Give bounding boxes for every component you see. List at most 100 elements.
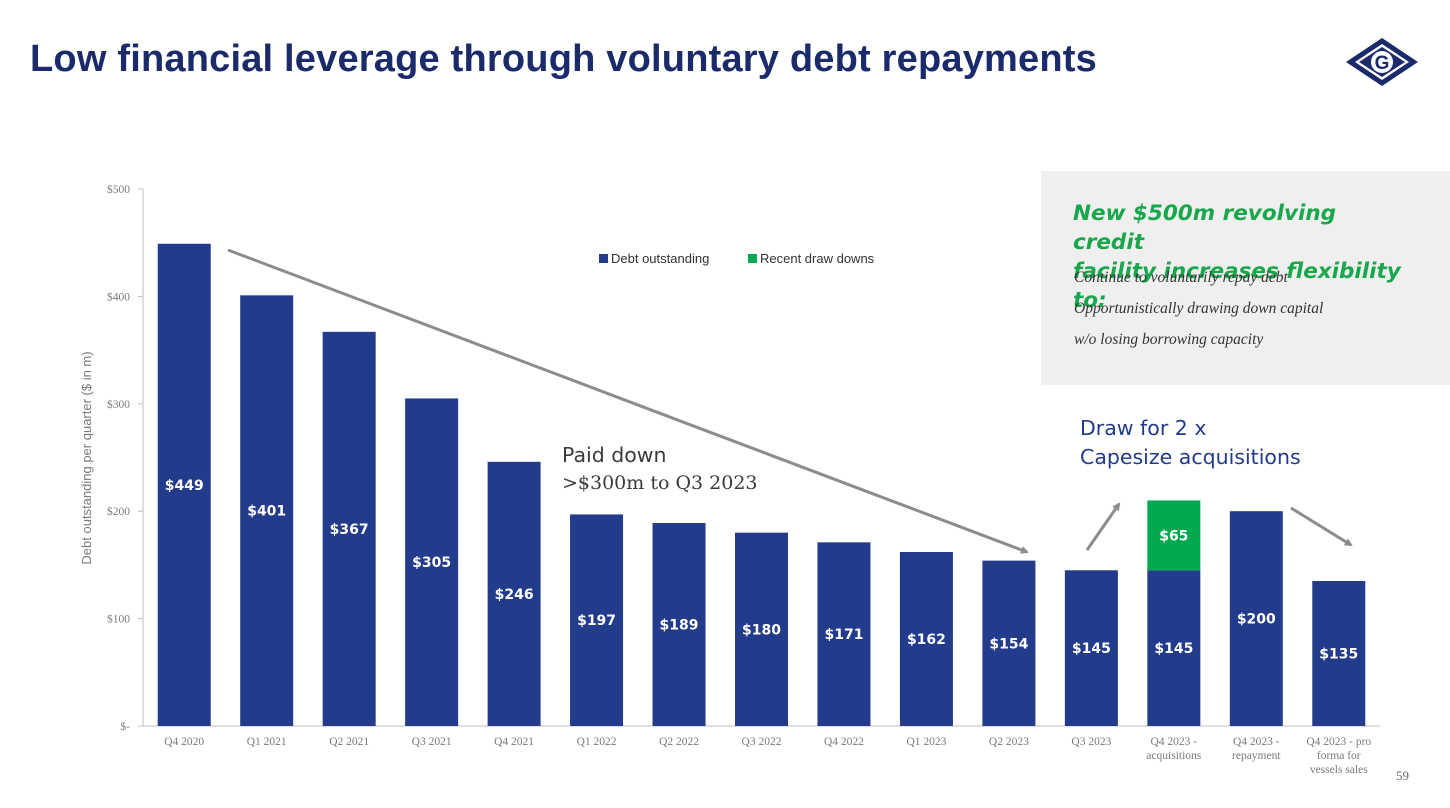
legend-label: Recent draw downs xyxy=(760,251,875,266)
data-label-draw-down: $65 xyxy=(1159,528,1188,544)
bar-debt-outstanding xyxy=(322,331,376,726)
legend-swatch xyxy=(748,254,757,263)
y-axis-title: Debt outstanding per quarter ($ in m) xyxy=(79,351,94,564)
x-axis-labels: Q4 2020 Q1 2021 Q2 2021 Q3 2021 Q4 2021 Q1 20… xyxy=(164,736,1371,776)
bar-debt-outstanding xyxy=(1147,570,1201,726)
draw-annotation-line-1: Draw for 2 x xyxy=(1080,416,1207,440)
x-tick-label: Q4 2021 xyxy=(494,736,534,748)
x-tick-label: Q3 2022 xyxy=(742,736,782,748)
bar-debt-outstanding xyxy=(817,542,871,726)
data-label-debt: $154 xyxy=(989,636,1028,652)
legend: Debt outstanding Recent draw downs xyxy=(599,251,875,266)
x-tick-label: Q4 2020 xyxy=(164,736,204,748)
x-tick-label: Q1 2023 xyxy=(906,736,946,748)
data-label-debt: $180 xyxy=(742,622,781,638)
data-label-debt: $200 xyxy=(1237,612,1276,628)
callout-headline: New $500m revolving credit facility incr… xyxy=(1073,199,1413,315)
x-tick-label: Q3 2023 xyxy=(1071,736,1111,748)
bar-debt-outstanding xyxy=(1064,570,1118,726)
x-tick-label-line: Q4 2021 xyxy=(494,736,534,748)
x-tick-label-line: vessels sales xyxy=(1310,764,1368,776)
x-tick-label: Q3 2021 xyxy=(412,736,452,748)
x-tick-label: Q4 2023 - acquisitions xyxy=(1146,736,1201,762)
x-tick-label: Q1 2022 xyxy=(577,736,617,748)
bar-debt-outstanding xyxy=(1312,581,1366,726)
bar-debt-outstanding xyxy=(1229,511,1283,726)
x-tick-label: Q4 2023 - pro forma for vessels sales xyxy=(1306,736,1371,776)
paid-down-subtitle: >$300m to Q3 2023 xyxy=(562,472,758,494)
x-tick-label-line: Q4 2023 - xyxy=(1151,736,1198,748)
bar-debt-outstanding xyxy=(982,560,1036,726)
y-tick-label: $400 xyxy=(107,290,130,303)
draw-annotation-line-2: Capesize acquisitions xyxy=(1080,445,1301,469)
x-tick-label-line: Q3 2022 xyxy=(742,736,782,748)
y-tick-label: $200 xyxy=(107,505,130,518)
callout-bullet: Opportunistically drawing down capital xyxy=(1074,300,1324,317)
bar-debt-outstanding xyxy=(405,398,459,726)
x-tick-label-line: Q4 2020 xyxy=(164,736,204,748)
page-number: 59 xyxy=(1396,768,1409,783)
y-tick-label: $500 xyxy=(107,183,130,196)
bar-debt-outstanding xyxy=(240,295,294,726)
y-tick-label: $- xyxy=(120,720,130,733)
callout-bullet: w/o losing borrowing capacity xyxy=(1074,331,1264,348)
x-tick-label-line: acquisitions xyxy=(1146,750,1201,762)
x-tick-label-line: repayment xyxy=(1232,750,1281,762)
bar-debt-outstanding xyxy=(157,243,211,727)
data-label-debt: $246 xyxy=(495,587,534,603)
data-label-debt: $305 xyxy=(412,555,451,571)
trend-arrow-paid-down xyxy=(227,248,1029,554)
bar-debt-outstanding xyxy=(735,532,788,726)
x-tick-label: Q2 2023 xyxy=(989,736,1029,748)
bar-debt-outstanding xyxy=(487,461,541,726)
callout-bullet: Continue to voluntarily repay debt xyxy=(1074,269,1288,286)
arrow-draw-down xyxy=(1085,502,1121,551)
data-label-debt: $162 xyxy=(907,632,946,648)
company-logo-icon: G xyxy=(1346,38,1418,86)
x-tick-label-line: Q4 2023 - xyxy=(1233,736,1280,748)
bar-debt-outstanding xyxy=(570,514,624,726)
revolving-credit-callout: New $500m revolving credit facility incr… xyxy=(1041,171,1450,385)
x-tick-label: Q2 2022 xyxy=(659,736,699,748)
x-tick-label: Q4 2022 xyxy=(824,736,864,748)
callout-headline-line-1: New $500m revolving credit xyxy=(1073,201,1337,255)
bar-debt-outstanding xyxy=(899,552,953,726)
bar-recent-draw-down xyxy=(1147,500,1201,571)
x-tick-label-line: Q3 2021 xyxy=(412,736,452,748)
data-label-debt: $189 xyxy=(660,618,699,634)
x-tick-label: Q2 2021 xyxy=(329,736,369,748)
data-label-debt: $367 xyxy=(330,522,369,538)
data-label-debt: $401 xyxy=(247,504,286,520)
data-label-debt: $449 xyxy=(165,478,204,494)
svg-text:G: G xyxy=(1375,53,1390,74)
data-label-debt: $171 xyxy=(824,627,863,643)
data-label-debt: $145 xyxy=(1072,641,1111,657)
y-tick-label: $100 xyxy=(107,613,130,626)
x-tick-label-line: forma for xyxy=(1317,750,1361,762)
y-tick-label: $300 xyxy=(107,398,130,411)
x-tick-label: Q1 2021 xyxy=(247,736,287,748)
x-tick-label-line: Q2 2022 xyxy=(659,736,699,748)
x-tick-label-line: Q3 2023 xyxy=(1071,736,1111,748)
x-tick-label-line: Q4 2022 xyxy=(824,736,864,748)
trend-arrows xyxy=(227,248,1353,554)
data-label-debt: $145 xyxy=(1154,641,1193,657)
x-tick-label-line: Q2 2023 xyxy=(989,736,1029,748)
paid-down-title: Paid down xyxy=(562,443,667,467)
legend-swatch xyxy=(599,254,608,263)
x-tick-label: Q4 2023 - repayment xyxy=(1232,736,1281,762)
x-tick-label-line: Q4 2023 - pro xyxy=(1306,736,1371,748)
data-label-debt: $197 xyxy=(577,613,616,629)
x-tick-label-line: Q1 2023 xyxy=(906,736,946,748)
bars xyxy=(157,243,1366,727)
callout-headline-line-2: facility increases flexibility to: xyxy=(1073,259,1401,313)
slide-title: Low financial leverage through voluntary… xyxy=(30,38,1097,80)
bar-debt-outstanding xyxy=(652,523,706,726)
draw-annotation: Draw for 2 x Capesize acquisitions xyxy=(1080,414,1301,472)
legend-label: Debt outstanding xyxy=(611,251,709,266)
x-tick-label-line: Q1 2021 xyxy=(247,736,287,748)
data-label-debt: $135 xyxy=(1319,647,1358,663)
x-tick-label-line: Q2 2021 xyxy=(329,736,369,748)
data-labels: $449 $401 $367 $305 $246 $197 $189 $180 $171 $162… xyxy=(165,478,1359,663)
